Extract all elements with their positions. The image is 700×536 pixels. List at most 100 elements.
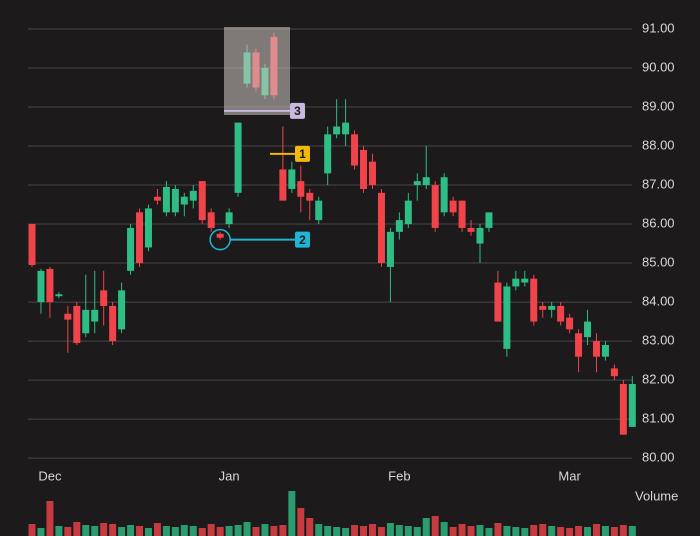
y-tick-label: 80.00 <box>642 450 675 465</box>
candle-body <box>342 122 350 135</box>
marker-label: 1 <box>299 147 306 161</box>
volume-bar <box>342 528 350 536</box>
candle-body <box>422 177 430 186</box>
candle-body <box>592 341 600 357</box>
candle-body <box>288 169 296 189</box>
marker-badge <box>290 102 305 119</box>
volume-bar <box>458 524 466 536</box>
volume-bar <box>64 527 72 536</box>
volume-bar <box>333 527 341 536</box>
volume-bar <box>360 526 368 536</box>
volume-bar <box>440 522 448 536</box>
candles <box>28 32 636 536</box>
marker-badge <box>295 145 310 162</box>
volume-bar <box>413 527 421 536</box>
candle-body <box>458 200 466 228</box>
candle-body <box>521 278 529 283</box>
candle-body <box>557 305 565 322</box>
candle-body <box>351 134 359 166</box>
candle-body <box>118 290 126 330</box>
candle-body <box>610 368 618 377</box>
marker-label: 3 <box>294 104 301 118</box>
volume-bar <box>539 524 547 536</box>
volume-bar <box>28 524 36 536</box>
volume-bar <box>521 528 529 536</box>
y-tick-label: 90.00 <box>642 59 675 74</box>
volume-bar <box>198 528 206 536</box>
volume-bar <box>82 525 90 536</box>
candle-body <box>198 181 206 221</box>
volume-bar <box>512 527 520 536</box>
volume-bar <box>297 508 305 536</box>
volume-bar <box>109 524 117 536</box>
candle-body <box>82 309 90 334</box>
x-tick-label: Feb <box>388 468 410 483</box>
volume-bar <box>288 491 296 536</box>
candle-body <box>136 212 144 264</box>
volume-bar <box>566 528 574 536</box>
volume-bar <box>37 528 45 536</box>
candle-body <box>619 383 627 435</box>
volume-bar <box>404 526 412 536</box>
y-tick-label: 81.00 <box>642 411 675 426</box>
x-tick-label: Jan <box>219 468 240 483</box>
volume-bar <box>422 518 430 536</box>
candle-body <box>46 268 54 303</box>
volume-bar <box>46 501 54 536</box>
volume-bar <box>279 525 287 536</box>
volume-bar <box>601 526 609 536</box>
candle-body <box>100 290 108 306</box>
volume-bar <box>118 527 126 536</box>
volume-bar <box>136 526 144 536</box>
volume-bar <box>144 528 152 536</box>
candle-body <box>360 149 368 189</box>
volume-bar <box>243 522 251 536</box>
candle-body <box>413 181 421 186</box>
y-tick-label: 88.00 <box>642 137 675 152</box>
candle-body <box>485 212 493 228</box>
y-tick-label: 84.00 <box>642 294 675 309</box>
volume-bar <box>261 524 269 536</box>
volume-bar <box>315 524 323 536</box>
y-tick-label: 86.00 <box>642 215 675 230</box>
candle-body <box>91 309 99 322</box>
candle-body <box>395 220 403 232</box>
candle-body <box>55 294 63 297</box>
volume-bar <box>557 527 565 536</box>
volume-bar <box>234 525 242 536</box>
candle-body <box>144 208 152 248</box>
candle-body <box>333 126 341 135</box>
volume-bar <box>306 518 314 536</box>
candle-body <box>37 270 45 303</box>
x-tick-label: Dec <box>38 468 62 483</box>
candle-body <box>73 305 81 344</box>
volume-bar <box>100 523 108 536</box>
volume-bar <box>592 524 600 536</box>
candle-body <box>171 188 179 213</box>
marker-label: 2 <box>299 233 306 247</box>
candle-body <box>503 286 511 349</box>
candle-body <box>476 227 484 244</box>
y-tick-label: 83.00 <box>642 333 675 348</box>
volume-bar <box>377 527 385 536</box>
volume-bar <box>530 525 538 536</box>
volume-bar <box>252 527 260 536</box>
candle-body <box>404 200 412 225</box>
candle-body <box>530 278 538 322</box>
volume-label: Volume <box>635 488 678 503</box>
volume-bar <box>216 527 224 536</box>
candle-body <box>539 305 547 310</box>
candle-body <box>279 169 287 201</box>
volume-bar <box>610 527 618 536</box>
candle-body <box>189 190 197 201</box>
volume-bar <box>324 526 332 536</box>
candle-body <box>64 313 72 320</box>
volume-bar <box>503 526 511 536</box>
volume-bar <box>55 526 63 536</box>
volume-bar <box>207 524 215 536</box>
candle-body <box>162 186 170 213</box>
volume-bar <box>91 526 99 536</box>
volume-bar <box>162 526 170 536</box>
y-tick-label: 87.00 <box>642 176 675 191</box>
candle-body <box>377 192 385 264</box>
